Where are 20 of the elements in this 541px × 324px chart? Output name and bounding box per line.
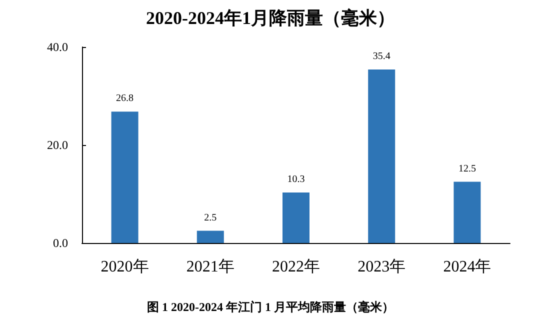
data-label: 12.5 <box>458 163 476 174</box>
y-tick-label: 40.0 <box>47 40 68 54</box>
x-tick-label: 2024年 <box>443 258 492 276</box>
bar <box>368 70 396 243</box>
data-label: 2.5 <box>204 212 217 224</box>
x-tick-label: 2021年 <box>186 258 234 276</box>
caption: 图 1 2020-2024 年江门 1 月平均降雨量（毫米） <box>147 300 394 314</box>
y-tick-label: 0.0 <box>53 236 68 250</box>
x-tick-label: 2022年 <box>272 258 320 276</box>
data-label: 35.4 <box>372 51 390 62</box>
data-label: 10.3 <box>287 174 305 186</box>
bar <box>454 182 481 243</box>
bar <box>196 230 224 243</box>
bar <box>282 192 310 243</box>
x-tick-label: 2020年 <box>100 258 149 276</box>
chart-title: 2020-2024年1月降雨量（毫米） <box>146 8 395 28</box>
bar <box>111 112 138 243</box>
data-label: 26.8 <box>116 93 134 104</box>
x-tick-label: 2023年 <box>358 258 406 276</box>
y-tick-label: 20.0 <box>47 138 68 152</box>
